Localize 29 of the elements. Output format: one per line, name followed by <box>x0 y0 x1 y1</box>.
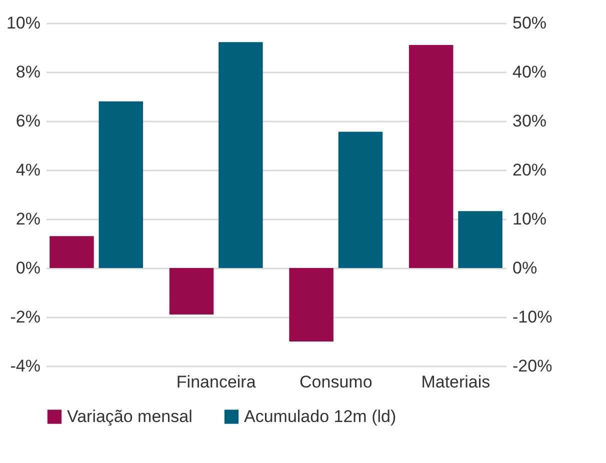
y2-tick-label: 30% <box>512 112 547 130</box>
y-tick-label: -4% <box>10 356 40 376</box>
bar <box>338 132 383 268</box>
bar <box>458 211 502 268</box>
y-tick-label: -2% <box>10 308 40 326</box>
x-tick-label: Materiais <box>421 372 490 392</box>
y2-tick-label: -10% <box>512 308 552 326</box>
x-tick-label: Consumo <box>300 372 372 392</box>
bar <box>289 268 334 342</box>
y-tick-label: 8% <box>16 62 40 82</box>
y-tick-label: 4% <box>16 160 40 180</box>
legend-label: Variação mensal <box>67 406 192 426</box>
y-tick-label: 6% <box>16 112 40 130</box>
y-tick-label: 10% <box>6 14 40 32</box>
bar <box>169 268 214 315</box>
legend-label: Acumulado 12m (ld) <box>244 406 396 426</box>
y-tick-label: 0% <box>16 258 40 278</box>
y2-tick-label: 10% <box>512 210 547 228</box>
y2-tick-label: -20% <box>512 356 552 376</box>
y-tick-label: 2% <box>16 210 40 228</box>
bar <box>98 101 144 268</box>
bar <box>218 42 263 268</box>
y2-tick-label: 20% <box>512 160 547 180</box>
y2-tick-label: 40% <box>512 62 547 82</box>
x-tick-label: Financeira <box>176 372 256 392</box>
y2-tick-label: 50% <box>512 14 547 32</box>
bar <box>50 236 94 268</box>
bar <box>408 45 454 268</box>
y2-tick-label: 0% <box>512 258 538 278</box>
